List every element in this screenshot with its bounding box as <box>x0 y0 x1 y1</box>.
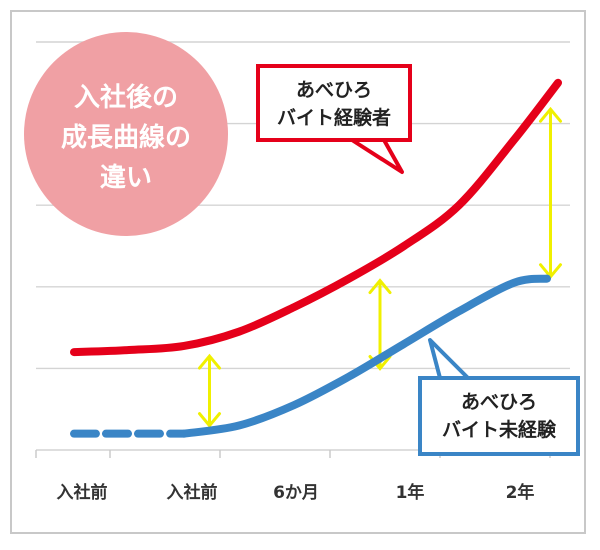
x-axis-ticks: 入社前 入社前 6か月 1年 2年 <box>35 450 551 503</box>
gap-arrow-head-top <box>539 106 562 123</box>
gap-arrow <box>539 106 562 280</box>
callout-tail <box>428 338 470 380</box>
gap-arrow-head-bottom <box>198 412 221 428</box>
series-label: あべひろ <box>296 79 372 101</box>
chart-title-line: 違い <box>100 163 152 193</box>
gap-arrow <box>198 353 221 428</box>
callout-tail <box>350 138 404 174</box>
x-tick-label: 6か月 <box>273 483 319 503</box>
title-badge-circle <box>24 32 228 236</box>
chart-title-line: 成長曲線の <box>61 122 191 153</box>
series-line <box>180 274 551 438</box>
chart-title-line: 入社後の <box>74 82 178 113</box>
x-tick-label: 入社前 <box>57 482 108 503</box>
x-tick-label: 1年 <box>396 482 425 503</box>
gap-arrow-head-top <box>368 278 392 295</box>
series-label: バイト未経験 <box>442 418 557 441</box>
x-tick-label: 2年 <box>506 482 535 503</box>
series-line <box>70 78 562 357</box>
callout-box <box>418 376 580 456</box>
series-label: バイト経験者 <box>277 106 391 129</box>
gap-arrow-head-top <box>198 353 221 370</box>
series-label: あべひろ <box>461 391 537 413</box>
series-lines <box>70 78 562 438</box>
x-tick-label: 入社前 <box>167 482 218 503</box>
callout-box <box>256 64 412 142</box>
